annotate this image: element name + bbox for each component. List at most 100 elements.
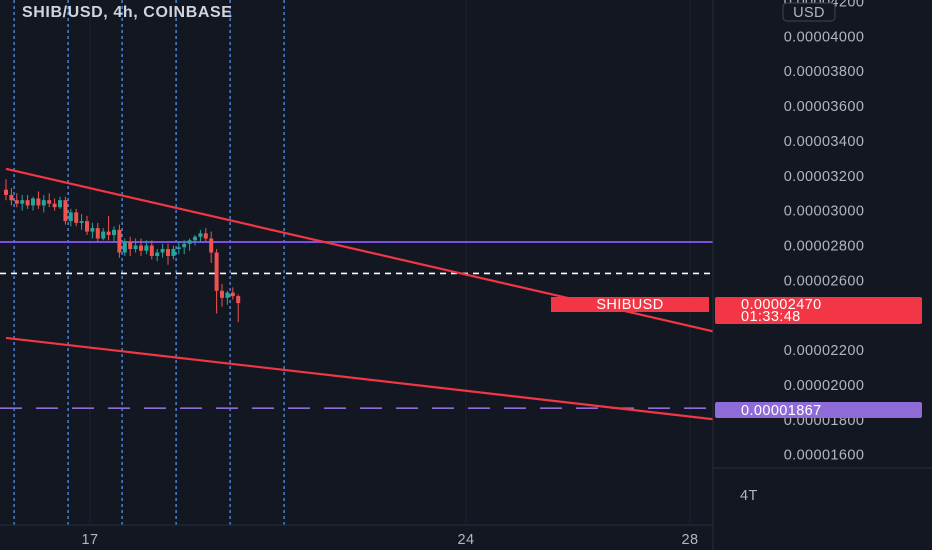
candle-32	[171, 245, 176, 260]
candle-body	[149, 245, 154, 256]
candle-body	[41, 200, 46, 206]
candle-7	[36, 191, 41, 209]
candle-body	[90, 228, 95, 232]
candle-39	[209, 231, 214, 263]
candle-31	[166, 243, 170, 265]
y-tick-label-4: 0.00003600	[784, 99, 865, 115]
candle-35	[187, 238, 192, 251]
candle-body	[182, 243, 187, 248]
candle-12	[63, 196, 68, 225]
candle-body	[79, 221, 84, 223]
candle-19	[101, 228, 106, 241]
symbol-price-tag	[551, 297, 709, 312]
candle-8	[41, 194, 46, 213]
candle-5	[25, 194, 30, 209]
candle-body	[4, 189, 8, 195]
y-tick-label-2: 0.00004000	[784, 29, 865, 45]
candle-11	[58, 196, 62, 209]
candle-body	[36, 198, 41, 206]
candle-body	[112, 229, 116, 236]
y-tick-label-10: 0.00002200	[784, 343, 865, 359]
chart-title: SHIB/USD, 4h, COINBASE	[22, 4, 233, 21]
y-tick-label-7: 0.00003000	[784, 204, 865, 220]
candle-body	[14, 200, 19, 204]
candle-body	[128, 242, 133, 250]
price-axis-panel[interactable]	[713, 0, 932, 550]
candle-2	[9, 187, 14, 206]
vertical-gridlines	[89, 0, 691, 525]
volume-scale-label: 4T	[740, 488, 758, 504]
candle-37	[198, 229, 203, 243]
currency-badge[interactable]	[782, 2, 836, 22]
y-tick-label-3: 0.00003800	[784, 64, 865, 80]
candle-44	[236, 294, 241, 323]
candle-body	[236, 296, 241, 304]
candle-43	[230, 287, 235, 300]
x-tick-labels: 17 24 28	[82, 532, 699, 548]
candle-1	[4, 179, 8, 201]
candle-13	[68, 208, 73, 227]
y-tick-label-9: 0.00002600	[784, 273, 865, 289]
candle-body	[74, 212, 79, 223]
candle-6	[31, 196, 35, 211]
candle-29	[155, 249, 160, 262]
candle-15	[79, 214, 84, 230]
candle-body	[31, 198, 35, 206]
lower-trendline	[5, 336, 719, 421]
candle-14	[74, 208, 79, 227]
candle-34	[182, 240, 187, 255]
currency-label: USD	[793, 5, 825, 21]
last-price-value: 0.00002470	[741, 297, 822, 313]
candle-36	[193, 235, 197, 246]
candle-30	[160, 243, 165, 258]
candle-body	[193, 236, 197, 241]
candle-body	[20, 200, 25, 204]
candle-body	[139, 245, 143, 251]
candle-body	[122, 242, 127, 253]
candle-20	[106, 215, 111, 241]
candle-body	[187, 240, 192, 244]
candle-body	[58, 200, 62, 208]
alert-price-value: 0.00001867	[741, 403, 822, 419]
x-tick-label-2: 24	[458, 532, 475, 548]
candle-10	[52, 198, 57, 211]
candle-body	[101, 231, 106, 239]
last-price-countdown: 01:33:48	[741, 309, 801, 325]
candle-body	[220, 290, 224, 298]
candle-body	[117, 229, 122, 253]
candle-body	[68, 212, 73, 222]
candle-40	[214, 249, 219, 314]
candle-9	[47, 193, 52, 208]
candle-25	[133, 238, 138, 253]
candle-26	[139, 238, 143, 256]
candle-17	[90, 222, 95, 239]
candle-18	[95, 222, 100, 243]
candle-27	[144, 240, 149, 255]
candle-body	[166, 249, 170, 256]
candle-body	[155, 252, 160, 256]
candles	[4, 179, 241, 323]
candle-33	[176, 242, 181, 255]
candle-body	[176, 247, 181, 250]
candle-21	[112, 226, 116, 243]
y-tick-label-13: 0.00001600	[784, 448, 865, 464]
candle-body	[95, 228, 100, 239]
candle-42	[225, 290, 230, 305]
candle-body	[214, 252, 219, 291]
candle-41	[220, 283, 224, 307]
candle-23	[122, 238, 127, 256]
candle-body	[85, 221, 89, 232]
candle-22	[117, 224, 122, 258]
candle-body	[203, 233, 208, 239]
candle-24	[128, 236, 133, 256]
last-price-badge	[715, 297, 922, 324]
alert-price-badge	[715, 402, 922, 418]
x-tick-label-3: 28	[682, 532, 699, 548]
candle-body	[106, 231, 111, 236]
candle-28	[149, 240, 154, 260]
candle-3	[14, 193, 19, 208]
candle-body	[52, 203, 57, 208]
candle-16	[85, 215, 89, 236]
y-tick-label-5: 0.00003400	[784, 134, 865, 150]
